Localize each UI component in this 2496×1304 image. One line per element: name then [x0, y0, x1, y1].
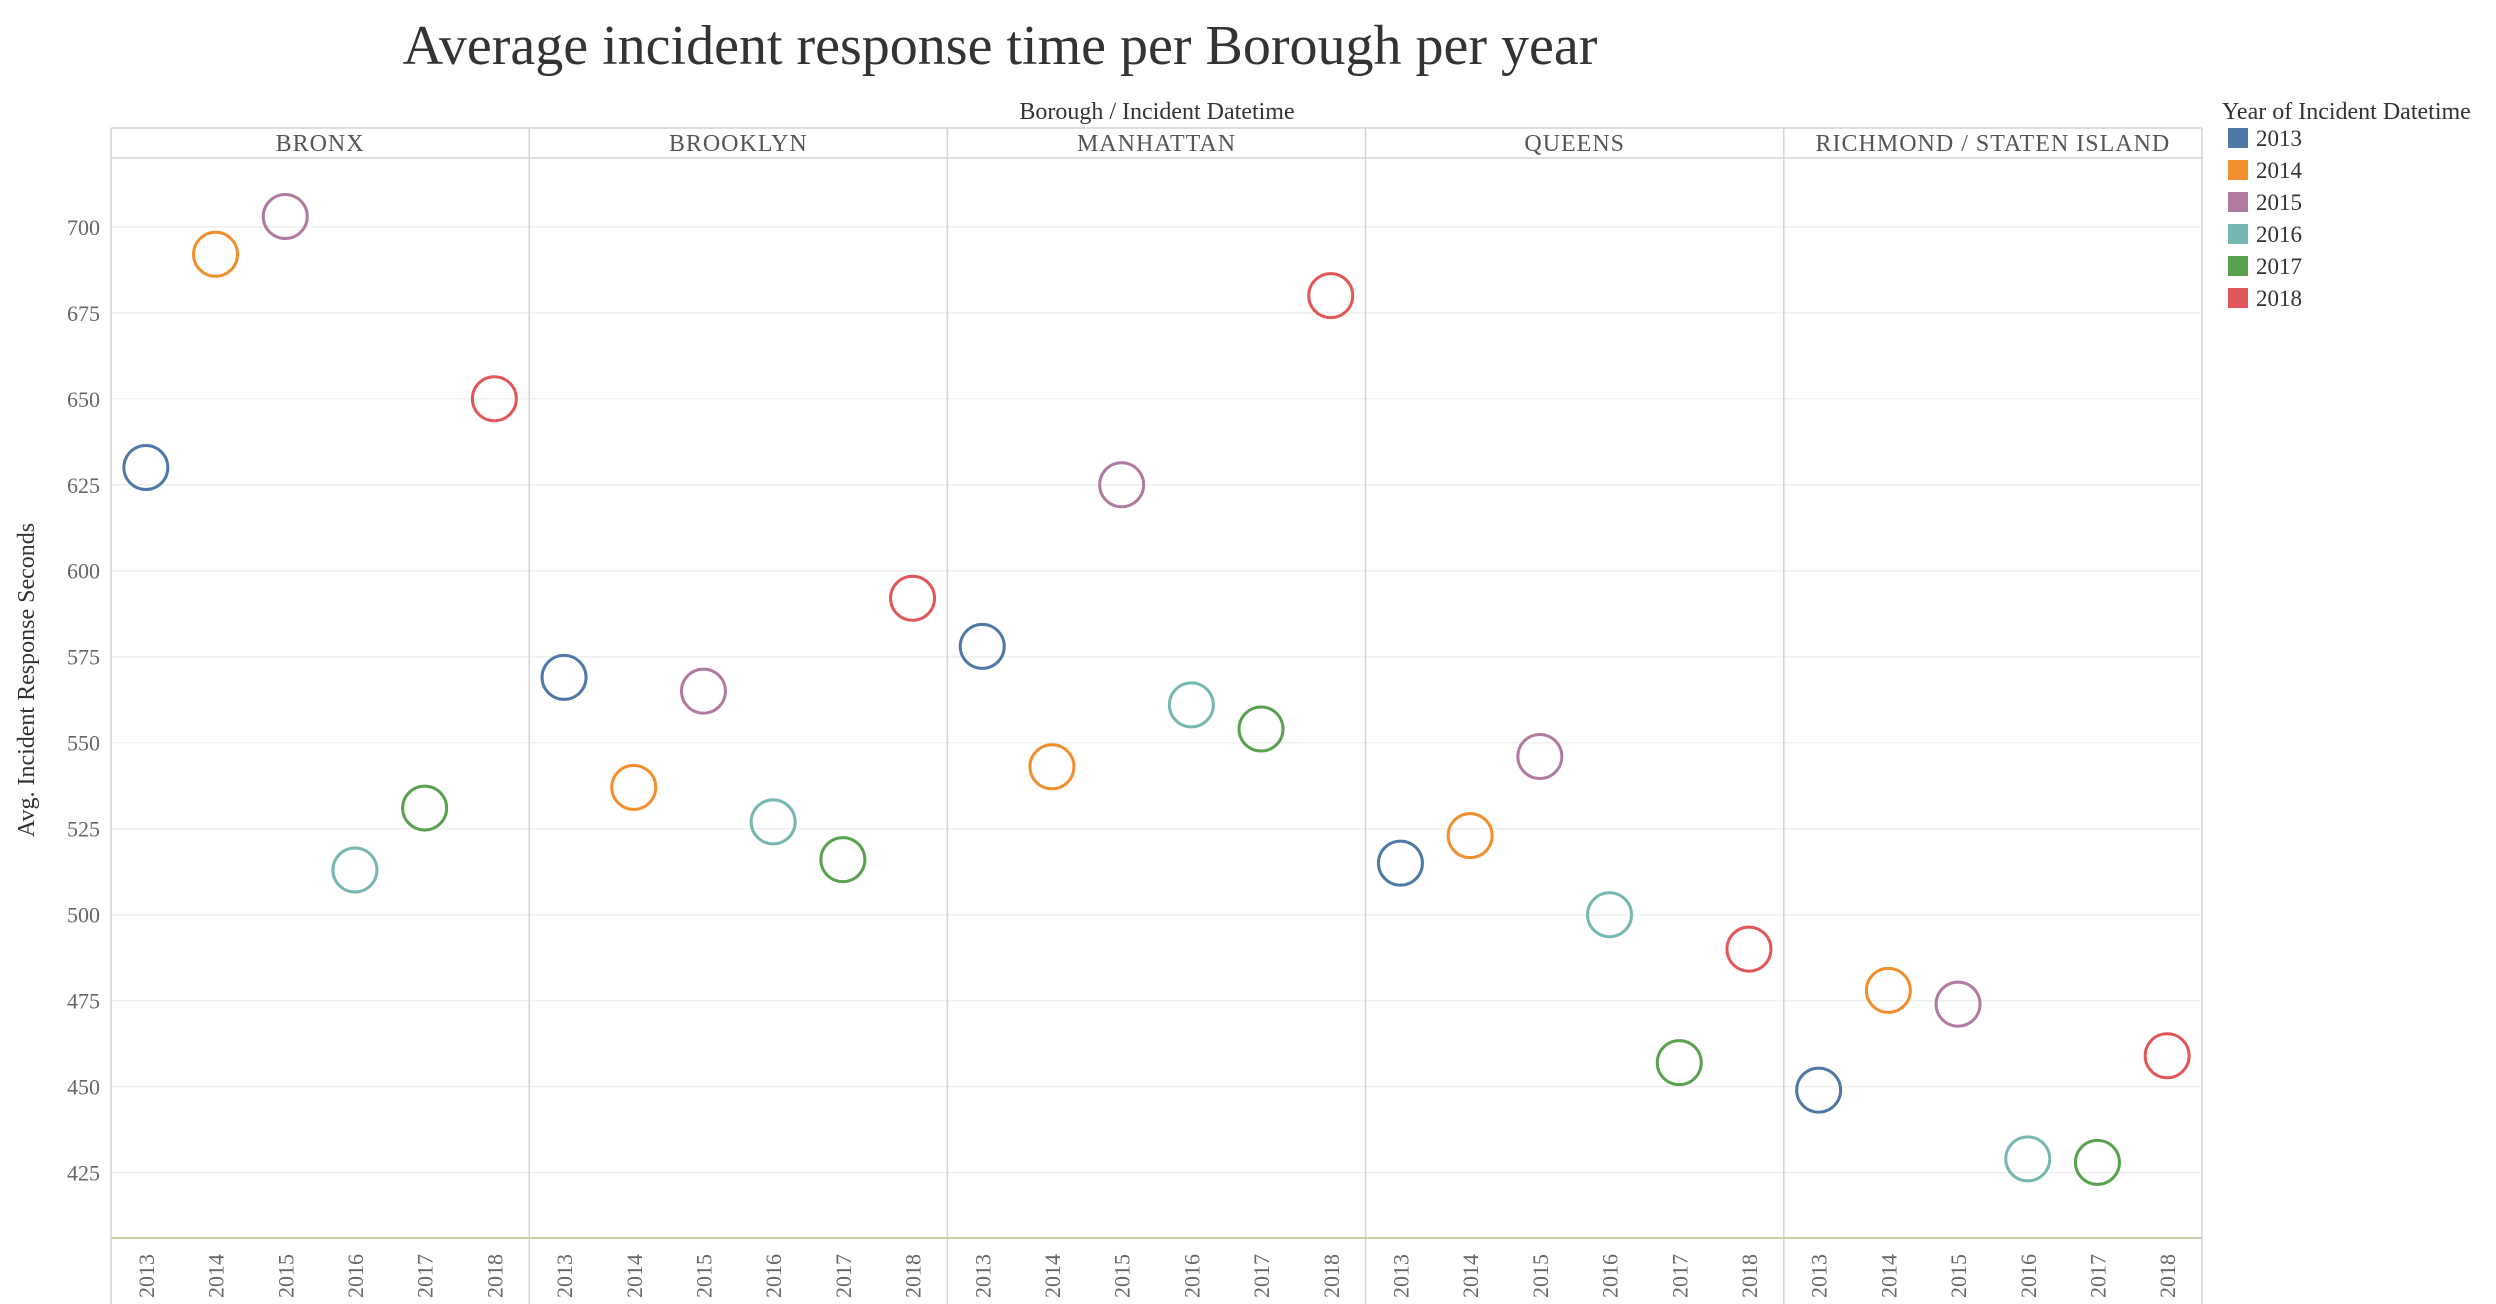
legend-label: 2013 — [2256, 126, 2302, 151]
x-tick-label: 2018 — [1737, 1254, 1762, 1298]
data-point — [1864, 966, 1912, 1014]
x-tick-label: 2017 — [413, 1254, 438, 1298]
x-tick-label: 2018 — [2155, 1254, 2180, 1298]
legend-title: Year of Incident Datetime — [2222, 99, 2471, 125]
data-point — [261, 192, 309, 240]
data-point — [2073, 1138, 2121, 1186]
legend-swatch — [2228, 288, 2248, 308]
y-axis-label: Avg. Incident Response Seconds — [14, 523, 40, 837]
data-point — [1446, 812, 1494, 860]
panel-label: QUEENS — [1524, 131, 1625, 157]
x-tick-label: 2015 — [1528, 1254, 1553, 1298]
y-tick-label: 450 — [67, 1075, 100, 1100]
x-tick-label: 2017 — [831, 1254, 856, 1298]
x-tick-label: 2018 — [901, 1254, 926, 1298]
data-point — [1376, 839, 1424, 887]
data-point — [819, 836, 867, 884]
x-tick-label: 2013 — [134, 1254, 159, 1298]
legend-swatch — [2228, 192, 2248, 212]
x-tick-label: 2013 — [1388, 1254, 1413, 1298]
data-point — [1725, 925, 1773, 973]
data-point — [958, 622, 1006, 670]
legend-label: 2014 — [2256, 158, 2303, 183]
y-tick-label: 525 — [67, 817, 100, 842]
y-tick-label: 425 — [67, 1161, 100, 1186]
panel-label: BRONX — [276, 131, 365, 157]
data-point — [540, 653, 588, 701]
data-point — [331, 846, 379, 894]
legend-label: 2017 — [2256, 254, 2302, 279]
y-tick-label: 575 — [67, 645, 100, 670]
data-point — [1795, 1066, 1843, 1114]
x-tick-label: 2016 — [343, 1254, 368, 1298]
data-point — [749, 798, 797, 846]
x-tick-label: 2018 — [482, 1254, 507, 1298]
data-point — [1655, 1039, 1703, 1087]
data-point — [1307, 272, 1355, 320]
x-tick-label: 2014 — [1040, 1254, 1065, 1298]
y-tick-label: 550 — [67, 731, 100, 756]
x-tick-label: 2015 — [1110, 1254, 1135, 1298]
panel-label: BROOKLYN — [669, 131, 808, 157]
x-tick-label: 2013 — [1807, 1254, 1832, 1298]
x-tick-label: 2016 — [2016, 1254, 2041, 1298]
y-tick-label: 475 — [67, 989, 100, 1014]
y-tick-label: 675 — [67, 301, 100, 326]
data-point — [1098, 461, 1146, 509]
x-tick-label: 2014 — [1876, 1254, 1901, 1298]
data-point — [1167, 681, 1215, 729]
x-tick-label: 2017 — [2085, 1254, 2110, 1298]
legend-label: 2015 — [2256, 190, 2302, 215]
x-tick-label: 2016 — [1598, 1254, 1623, 1298]
x-tick-label: 2014 — [1458, 1254, 1483, 1298]
x-tick-label: 2014 — [622, 1254, 647, 1298]
data-point — [1586, 891, 1634, 939]
panel-label: RICHMOND / STATEN ISLAND — [1816, 131, 2171, 157]
chart-title: Average incident response time per Borou… — [403, 15, 1598, 77]
x-tick-label: 2017 — [1667, 1254, 1692, 1298]
panel-label: MANHATTAN — [1077, 131, 1236, 157]
legend-swatch — [2228, 128, 2248, 148]
x-tick-label: 2014 — [204, 1254, 229, 1298]
legend: Year of Incident Datetime 2013 2014 2015 20… — [2222, 99, 2471, 311]
data-point — [1516, 732, 1564, 780]
legend-label: 2016 — [2256, 222, 2302, 247]
data-point — [1237, 705, 1285, 753]
y-tick-label: 500 — [67, 903, 100, 928]
x-tick-label: 2016 — [1179, 1254, 1204, 1298]
data-point — [122, 444, 170, 492]
legend-label: 2018 — [2256, 286, 2302, 311]
x-tick-label: 2018 — [1319, 1254, 1344, 1298]
data-point — [401, 784, 449, 832]
legend-swatch — [2228, 224, 2248, 244]
data-point — [679, 667, 727, 715]
x-tick-label: 2016 — [761, 1254, 786, 1298]
x-tick-label: 2013 — [552, 1254, 577, 1298]
data-point — [1934, 980, 1982, 1028]
legend-swatch — [2228, 256, 2248, 276]
x-tick-label: 2017 — [1249, 1254, 1274, 1298]
y-tick-label: 600 — [67, 559, 100, 584]
plot-area: 425 450 475 500 525 550 575 600 625 650 675 700 BRON… — [67, 127, 2203, 1304]
y-tick-label: 625 — [67, 473, 100, 498]
data-point — [192, 230, 240, 278]
y-tick-label: 650 — [67, 387, 100, 412]
data-point — [1028, 743, 1076, 791]
column-header: Borough / Incident Datetime — [1019, 99, 1294, 125]
y-tick-label: 700 — [67, 215, 100, 240]
data-point — [470, 375, 518, 423]
data-point — [889, 574, 937, 622]
x-tick-label: 2015 — [1946, 1254, 1971, 1298]
legend-swatch — [2228, 160, 2248, 180]
x-tick-label: 2013 — [970, 1254, 995, 1298]
data-point — [2143, 1032, 2191, 1080]
data-point — [610, 763, 658, 811]
data-point — [2004, 1135, 2052, 1183]
x-tick-label: 2015 — [273, 1254, 298, 1298]
x-tick-label: 2015 — [691, 1254, 716, 1298]
